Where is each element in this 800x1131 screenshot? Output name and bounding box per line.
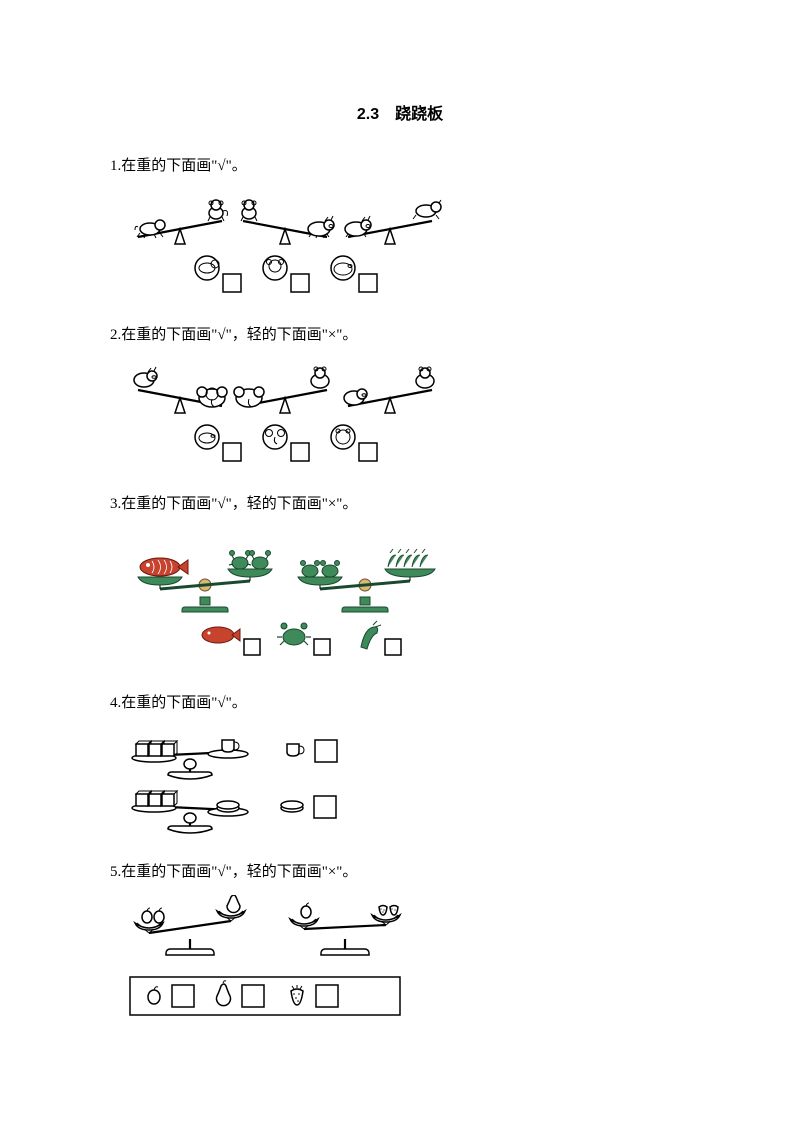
q3-figure xyxy=(120,527,690,667)
q4-figure xyxy=(120,726,690,836)
question-3: 3.在重的下面画"√"，轻的下面画"×"。 xyxy=(110,492,690,667)
q4-text: 4.在重的下面画"√"。 xyxy=(110,691,690,712)
worksheet-page: 2.3 跷跷板 1.在重的下面画"√"。 xyxy=(0,0,800,1089)
question-1: 1.在重的下面画"√"。 xyxy=(110,154,690,299)
q5-figure xyxy=(120,895,690,1025)
q3-scales-icon xyxy=(120,527,460,667)
q4-scales-icon xyxy=(120,726,390,836)
q1-figure xyxy=(120,189,690,299)
q5-text: 5.在重的下面画"√"，轻的下面画"×"。 xyxy=(110,860,690,881)
page-title: 2.3 跷跷板 xyxy=(110,100,690,124)
q1-text: 1.在重的下面画"√"。 xyxy=(110,154,690,175)
question-4: 4.在重的下面画"√"。 xyxy=(110,691,690,836)
question-2: 2.在重的下面画"√"，轻的下面画"×"。 xyxy=(110,323,690,468)
q5-scales-icon xyxy=(120,895,440,1025)
q1-seesaws-icon xyxy=(120,189,450,299)
q2-text: 2.在重的下面画"√"，轻的下面画"×"。 xyxy=(110,323,690,344)
q2-figure xyxy=(120,358,690,468)
q2-seesaws-icon xyxy=(120,358,450,468)
q3-text: 3.在重的下面画"√"，轻的下面画"×"。 xyxy=(110,492,690,513)
question-5: 5.在重的下面画"√"，轻的下面画"×"。 xyxy=(110,860,690,1025)
